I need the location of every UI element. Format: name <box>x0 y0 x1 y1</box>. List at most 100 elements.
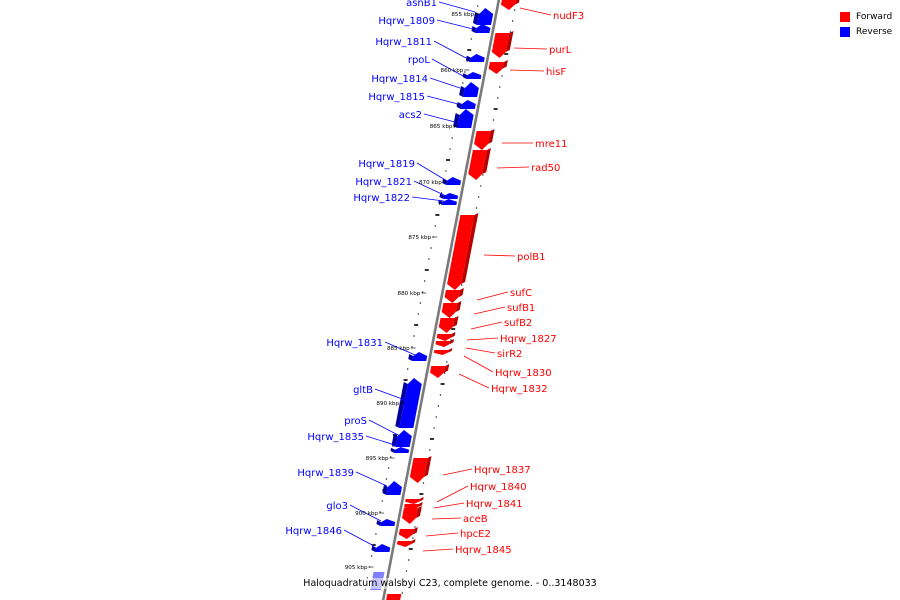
gene-feature-shade <box>410 539 416 545</box>
gene-label-glo3[interactable]: glo3 <box>326 501 348 512</box>
gene-label-hqrw_1841[interactable]: Hqrw_1841 <box>466 499 523 510</box>
gene-feature-hqrw_1837[interactable] <box>409 458 428 483</box>
gene-feature-mre11[interactable] <box>474 131 491 150</box>
gene-label-hpce2[interactable]: hpcE2 <box>460 529 491 540</box>
gene-label-hqrw_1827[interactable]: Hqrw_1827 <box>500 334 557 345</box>
gene-feature-hqrw_1814[interactable] <box>463 82 479 97</box>
legend-forward: Forward <box>840 9 892 24</box>
gene-label-mre11[interactable]: mre11 <box>535 139 568 150</box>
gene-label-sufc[interactable]: sufC <box>510 288 532 299</box>
gene-feature-sufb2[interactable] <box>438 318 455 333</box>
minor-tick <box>422 482 425 484</box>
gene-label-nudf3[interactable]: nudF3 <box>553 11 584 22</box>
gene-label-hqrw_1811[interactable]: Hqrw_1811 <box>375 37 432 48</box>
gene-label-sufb2[interactable]: sufB2 <box>504 318 532 329</box>
gene-feature-hqrw_1809[interactable] <box>475 24 491 33</box>
gene-label-rpol[interactable]: rpoL <box>408 55 431 66</box>
gene-feature-hqrw_1819[interactable] <box>446 177 462 185</box>
gene-feature-shade <box>449 339 455 345</box>
gene-feature-shade <box>376 520 382 526</box>
gene-label-rad50[interactable]: rad50 <box>531 163 560 174</box>
genome-caption: Haloquadratum walsbyi C23, complete geno… <box>0 578 900 589</box>
leader-line <box>431 517 462 520</box>
major-tick <box>424 269 429 271</box>
minor-tick <box>435 416 437 418</box>
gene-feature-shade <box>456 102 462 109</box>
gene-label-hqrw_1837[interactable]: Hqrw_1837 <box>474 465 531 476</box>
gene-label-hqrw_1815[interactable]: Hqrw_1815 <box>368 92 425 103</box>
gene-label-sirr2[interactable]: sirR2 <box>497 349 522 360</box>
gene-feature-acs2[interactable] <box>457 109 474 128</box>
minor-tick <box>444 372 446 374</box>
major-tick <box>371 544 376 546</box>
gene-feature-purl[interactable] <box>491 33 510 58</box>
minor-tick <box>449 148 451 150</box>
gene-feature-hpce2[interactable] <box>398 529 414 539</box>
gene-feature-nudf3[interactable] <box>500 0 516 10</box>
gene-feature-hqrw_1835[interactable] <box>394 447 410 453</box>
gene-label-hqrw_1819[interactable]: Hqrw_1819 <box>358 159 415 170</box>
gene-feature-gltb[interactable] <box>399 378 422 428</box>
scale-label: 865 kbp <box>430 124 453 130</box>
minor-tick <box>375 533 377 535</box>
gene-label-hqrw_1821[interactable]: Hqrw_1821 <box>355 177 412 188</box>
gene-feature-polb1[interactable] <box>447 215 475 290</box>
gene-feature-hqrw_1846[interactable] <box>375 544 391 552</box>
gene-label-hqrw_1835[interactable]: Hqrw_1835 <box>307 432 364 443</box>
gene-label-hqrw_1830[interactable]: Hqrw_1830 <box>495 368 552 379</box>
gene-feature-rad50[interactable] <box>468 150 487 180</box>
gene-feature-hqrw_1821[interactable] <box>443 193 459 199</box>
gene-label-hqrw_1832[interactable]: Hqrw_1832 <box>491 384 548 395</box>
gene-feature-rpol[interactable] <box>466 72 482 79</box>
leader-line <box>496 166 530 169</box>
minor-tick <box>430 247 432 249</box>
gene-feature-asnb1[interactable] <box>477 8 494 25</box>
gene-feature-shade <box>452 316 459 327</box>
gene-feature-hqrw_1815[interactable] <box>460 100 476 109</box>
minor-tick <box>466 60 468 62</box>
gene-feature-hqrw_1840[interactable] <box>405 499 420 504</box>
gene-feature-pros[interactable] <box>395 430 412 447</box>
gene-label-hqrw_1814[interactable]: Hqrw_1814 <box>371 74 428 85</box>
major-tick <box>414 324 419 326</box>
leader-line <box>519 7 552 16</box>
gene-label-hqrw_1822[interactable]: Hqrw_1822 <box>353 193 410 204</box>
minor-tick <box>414 526 416 528</box>
gene-label-polb1[interactable]: polB1 <box>517 252 545 263</box>
gene-label-acs2[interactable]: acs2 <box>399 110 422 121</box>
gene-feature-hisf[interactable] <box>488 62 504 74</box>
gene-feature-hqrw_1845[interactable] <box>396 541 412 547</box>
gene-label-aceb[interactable]: aceB <box>463 514 488 525</box>
gene-feature-hqrw_1827[interactable] <box>436 334 452 341</box>
gene-feature-sirr2[interactable] <box>435 341 451 347</box>
gene-label-hqrw_1831[interactable]: Hqrw_1831 <box>326 338 383 349</box>
gene-label-hqrw_1840[interactable]: Hqrw_1840 <box>470 482 527 493</box>
gene-feature-hqrw_1832[interactable] <box>430 366 446 378</box>
gene-label-pros[interactable]: proS <box>344 416 367 427</box>
minor-tick <box>514 9 516 11</box>
gene-feature-aceb[interactable] <box>401 508 418 524</box>
gene-feature-glo3[interactable] <box>380 519 396 526</box>
gene-label-hqrw_1846[interactable]: Hqrw_1846 <box>285 526 342 537</box>
minor-tick <box>509 31 512 33</box>
gene-feature-hqrw_1830[interactable] <box>433 350 449 355</box>
gene-feature-shade <box>415 506 422 518</box>
gene-label-hqrw_1839[interactable]: Hqrw_1839 <box>297 468 354 479</box>
gene-label-asnb1[interactable]: asnB1 <box>406 0 437 9</box>
scale-label: 905 kbp <box>345 565 368 571</box>
gene-feature-sufb1[interactable] <box>441 303 458 318</box>
gene-label-purl[interactable]: purL <box>549 45 572 56</box>
minor-tick <box>446 361 448 363</box>
gene-feature-hqrw_1839[interactable] <box>386 481 402 495</box>
leader-line <box>438 1 476 13</box>
gene-label-hqrw_1809[interactable]: Hqrw_1809 <box>378 16 435 27</box>
gene-feature-hqrw_1822[interactable] <box>442 199 457 205</box>
gene-label-hqrw_1845[interactable]: Hqrw_1845 <box>455 545 512 556</box>
gene-feature-sufc[interactable] <box>444 290 460 303</box>
gene-label-sufb1[interactable]: sufB1 <box>507 303 535 314</box>
major-tick <box>504 53 509 55</box>
gene-feature-hqrw_1811[interactable] <box>469 54 485 62</box>
leader-line <box>374 388 406 401</box>
gene-label-hisf[interactable]: hisF <box>546 67 566 78</box>
gene-label-gltb[interactable]: gltB <box>353 385 373 396</box>
